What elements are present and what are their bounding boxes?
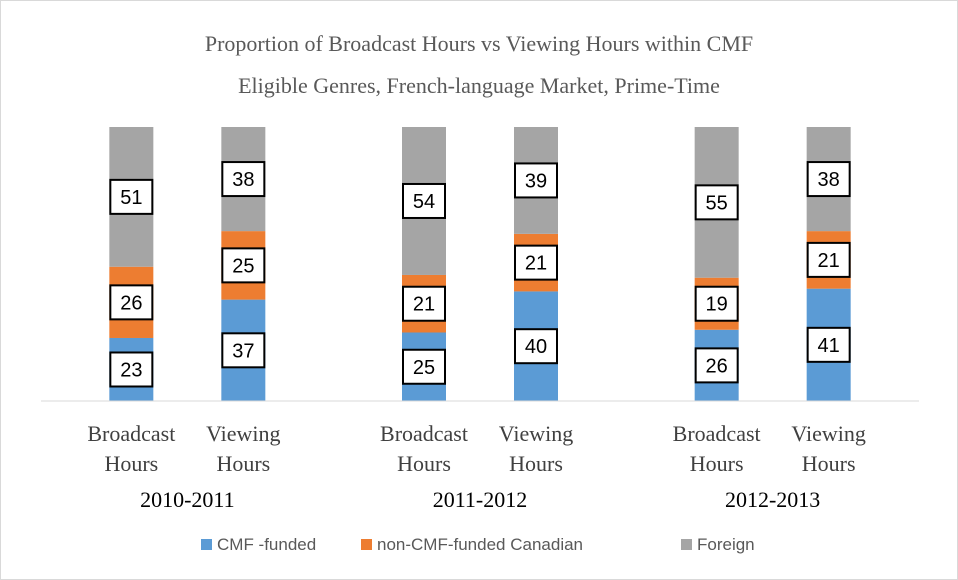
value-label: 25	[232, 255, 254, 277]
x-tick-label: Broadcast Hours	[380, 421, 468, 476]
value-label-box	[514, 328, 558, 365]
x-tick-label: Broadcast Hours	[87, 421, 176, 476]
value-label: 55	[706, 192, 728, 214]
value-label: 23	[120, 359, 142, 381]
group-label: 2010-2011	[140, 487, 235, 512]
legend-label: CMF -funded	[217, 535, 317, 554]
value-label-box	[514, 162, 558, 199]
chart-title: Proportion of Broadcast Hours vs Viewing…	[204, 31, 754, 56]
value-label: 51	[120, 187, 142, 209]
chart-title: Eligible Genres, French-language Market,…	[238, 73, 720, 98]
x-tick-label: Broadcast Hours	[672, 421, 761, 476]
legend-label: non-CMF-funded Canadian	[377, 535, 584, 554]
value-label: 39	[525, 170, 547, 192]
x-tick-label: Viewing Hours	[791, 421, 866, 476]
value-label-box	[694, 184, 739, 221]
legend-item: non-CMF-funded Canadian	[361, 535, 583, 555]
legend-item: CMF -funded	[201, 535, 316, 555]
x-tick-label: Viewing Hours	[498, 421, 574, 476]
value-label-box	[402, 348, 446, 385]
value-label-box	[694, 285, 739, 322]
value-label: 38	[232, 169, 254, 191]
value-label: 21	[413, 294, 435, 316]
group-label: 2011-2012	[432, 487, 528, 512]
value-label-box	[109, 351, 154, 388]
value-label-box	[221, 247, 266, 284]
x-tick-label: Viewing Hours	[206, 421, 281, 476]
value-label: 37	[232, 340, 254, 362]
value-label-box	[806, 241, 851, 278]
value-label-box	[806, 161, 851, 198]
value-label: 19	[706, 294, 728, 316]
legend-swatch	[361, 539, 372, 550]
value-label: 21	[818, 250, 840, 272]
legend-item: Foreign	[681, 535, 755, 555]
value-label-box	[806, 326, 851, 363]
value-label-box	[402, 182, 446, 219]
value-label-box	[109, 178, 154, 215]
value-label-box	[694, 347, 739, 384]
value-label-box	[109, 284, 154, 321]
value-label: 40	[525, 336, 547, 358]
legend-label: Foreign	[697, 535, 755, 554]
value-label: 25	[413, 357, 435, 379]
value-label-box	[514, 244, 558, 281]
value-label: 21	[525, 253, 547, 275]
value-label: 54	[413, 191, 435, 213]
value-label: 41	[818, 335, 840, 357]
value-label-box	[221, 161, 266, 198]
value-label: 26	[706, 355, 728, 377]
value-label-box	[402, 285, 446, 322]
legend-swatch	[201, 539, 212, 550]
value-label: 26	[120, 292, 142, 314]
group-label: 2012-2013	[724, 487, 821, 512]
legend-swatch	[681, 539, 692, 550]
value-label-box	[221, 332, 266, 369]
value-label: 38	[818, 169, 840, 191]
